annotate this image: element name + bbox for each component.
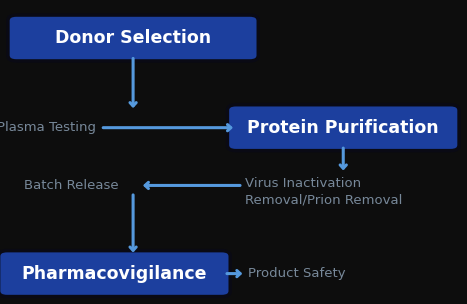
FancyBboxPatch shape	[227, 105, 459, 151]
Text: Product Safety: Product Safety	[248, 267, 345, 280]
Text: Protein Purification: Protein Purification	[248, 119, 439, 137]
Text: Plasma Testing: Plasma Testing	[0, 121, 96, 134]
FancyBboxPatch shape	[8, 15, 258, 61]
Text: Batch Release: Batch Release	[24, 179, 119, 192]
Text: Donor Selection: Donor Selection	[55, 29, 211, 47]
FancyBboxPatch shape	[0, 250, 230, 297]
Text: Pharmacovigilance: Pharmacovigilance	[21, 264, 207, 283]
Text: Virus Inactivation
Removal/Prion Removal: Virus Inactivation Removal/Prion Removal	[245, 177, 403, 206]
